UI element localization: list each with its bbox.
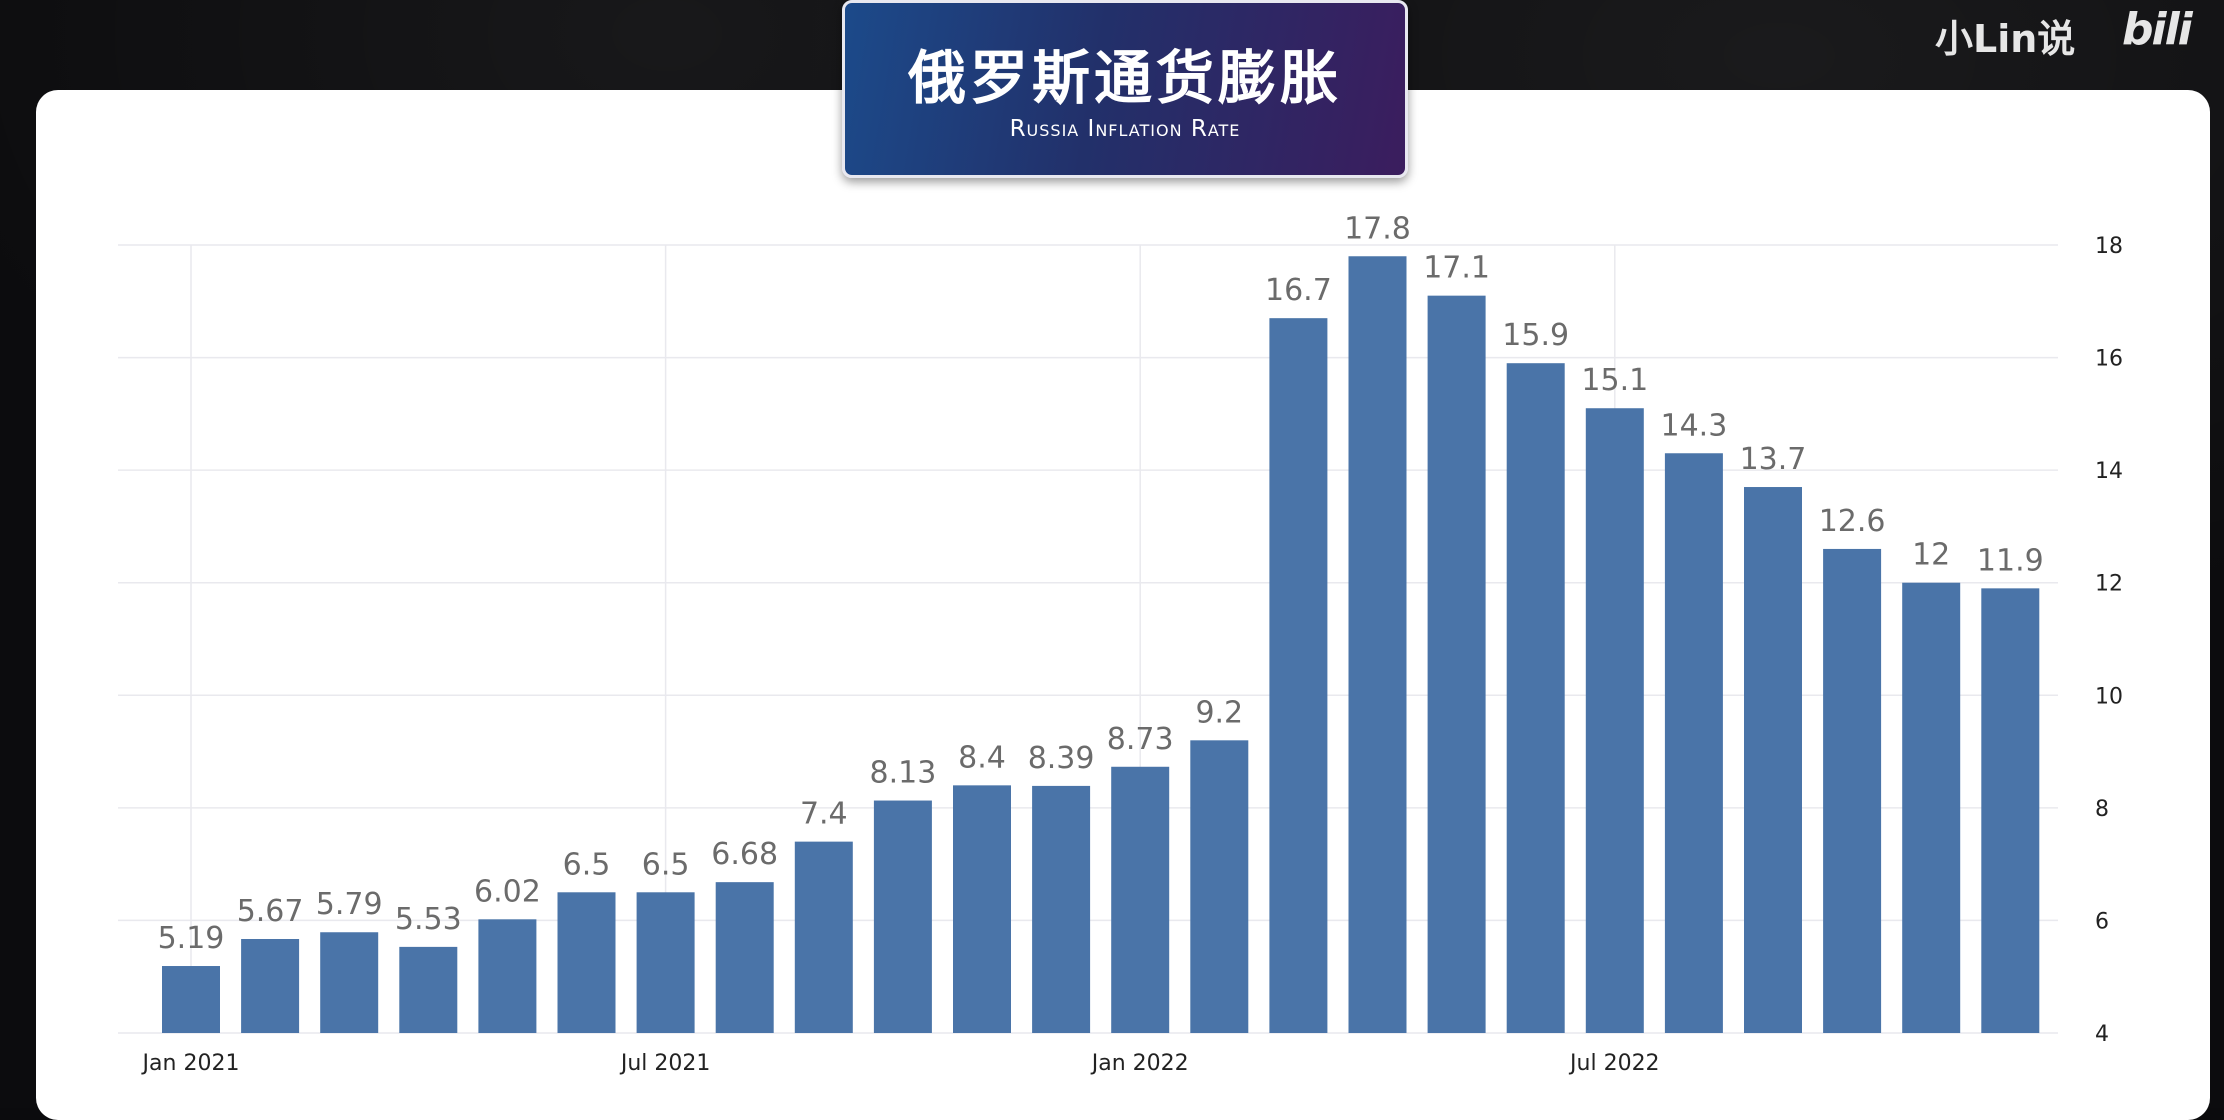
bilibili-logo-icon: bili — [2122, 4, 2193, 55]
bar — [1111, 766, 1170, 1033]
bar-value-label: 5.79 — [316, 887, 383, 922]
bar-value-label: 6.68 — [711, 837, 778, 872]
bar-value-label: 8.39 — [1028, 741, 1095, 776]
channel-watermark: 小Lin说 — [1935, 17, 2076, 61]
x-tick-label: Jul 2022 — [1568, 1051, 1660, 1076]
bar-value-label: 15.9 — [1502, 318, 1569, 353]
bar-value-label: 8.73 — [1107, 722, 1174, 757]
bar-value-label: 17.8 — [1344, 211, 1411, 246]
bar-value-label: 15.1 — [1581, 363, 1648, 398]
bar — [1664, 453, 1723, 1033]
y-tick-label: 14 — [2095, 459, 2123, 484]
bar — [1506, 363, 1565, 1033]
bar — [1348, 256, 1407, 1033]
bar-value-label: 17.1 — [1423, 251, 1490, 286]
bar-value-label: 12 — [1912, 538, 1950, 573]
bar — [1585, 408, 1644, 1033]
y-tick-label: 10 — [2095, 684, 2123, 709]
bar — [1269, 318, 1328, 1034]
bar-value-label: 11.9 — [1977, 543, 2044, 578]
bar — [1744, 487, 1802, 1033]
bar-value-label: 13.7 — [1740, 442, 1807, 477]
bar — [241, 939, 300, 1033]
y-tick-label: 4 — [2095, 1022, 2109, 1047]
y-tick-label: 12 — [2095, 572, 2123, 597]
bar-value-label: 5.53 — [395, 902, 462, 937]
chart-title-cn: 俄罗斯通货膨胀 — [907, 44, 1342, 112]
bar — [1823, 548, 1882, 1033]
bar-value-label: 8.4 — [958, 740, 1006, 775]
chart-title-en: Russia Inflation Rate — [1009, 116, 1241, 142]
bar-value-label: 12.6 — [1819, 504, 1886, 539]
bar — [794, 841, 853, 1033]
bar — [1032, 785, 1091, 1033]
x-tick-label: Jan 2022 — [1090, 1051, 1189, 1076]
bar-value-label: 7.4 — [800, 797, 848, 832]
bar-value-label: 6.5 — [642, 847, 690, 882]
bar — [1981, 588, 2040, 1033]
bar-value-label: 16.7 — [1265, 273, 1332, 308]
bar — [557, 892, 616, 1033]
bar-value-label: 5.19 — [158, 921, 225, 956]
bar — [636, 892, 695, 1033]
bar — [320, 932, 379, 1033]
bar-value-label: 14.3 — [1661, 408, 1728, 443]
bar — [1902, 582, 1961, 1033]
x-tick-label: Jul 2021 — [619, 1051, 711, 1076]
y-tick-label: 16 — [2095, 347, 2123, 372]
bar — [162, 966, 220, 1033]
bar-value-label: 6.02 — [474, 874, 541, 909]
bar-value-label: 9.2 — [1195, 695, 1243, 730]
bar — [1427, 295, 1486, 1034]
x-tick-label: Jan 2021 — [141, 1051, 240, 1076]
bar — [873, 800, 932, 1033]
bar — [478, 919, 537, 1033]
bar — [1190, 740, 1249, 1033]
y-tick-label: 18 — [2095, 234, 2123, 259]
title-banner: 俄罗斯通货膨胀 Russia Inflation Rate — [842, 0, 1408, 178]
bar — [399, 946, 458, 1033]
y-tick-label: 8 — [2095, 797, 2109, 822]
bar-value-label: 5.67 — [237, 894, 304, 929]
bar — [715, 882, 774, 1033]
bar-value-label: 8.13 — [870, 756, 937, 791]
bar — [953, 785, 1011, 1033]
y-tick-label: 6 — [2095, 909, 2109, 934]
bar-value-label: 6.5 — [563, 847, 611, 882]
